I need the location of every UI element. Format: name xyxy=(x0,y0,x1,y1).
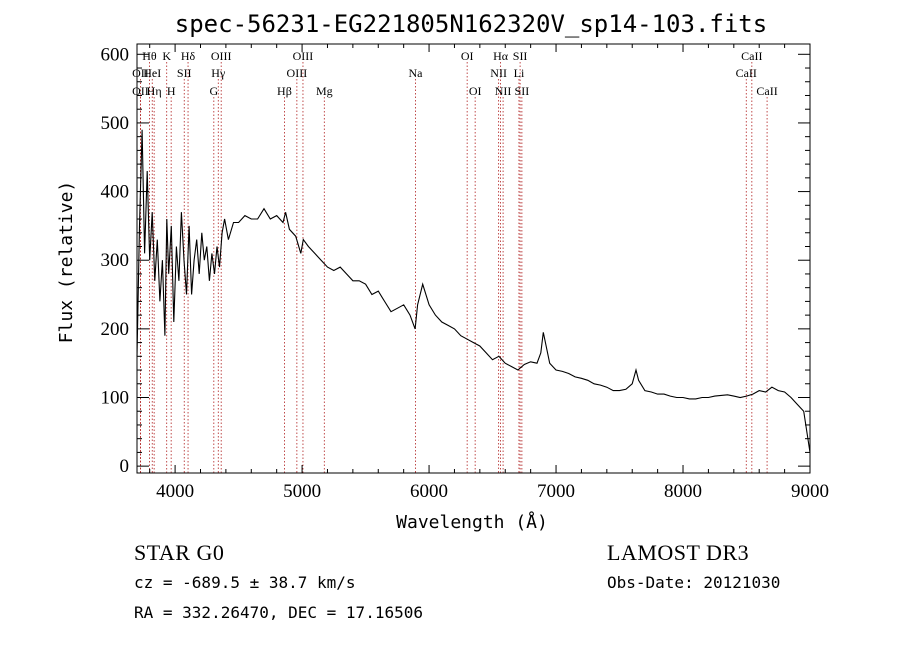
y-tick-label: 0 xyxy=(120,456,130,477)
spectral-line-label: H xyxy=(167,84,176,98)
spectral-line-label: Li xyxy=(514,66,525,80)
spectral-line-label: OI xyxy=(461,49,474,63)
x-tick-label: 4000 xyxy=(156,481,194,502)
obs-date-label: Obs-Date: 20121030 xyxy=(607,573,781,592)
y-tick-label: 600 xyxy=(101,44,130,65)
x-tick-label: 8000 xyxy=(664,481,702,502)
spectral-line-label: K xyxy=(162,49,171,63)
survey-label: LAMOST DR3 xyxy=(607,540,750,565)
spectral-line-label: HeI xyxy=(143,66,161,80)
y-tick-label: 500 xyxy=(101,113,130,134)
x-tick-label: 9000 xyxy=(791,481,829,502)
y-axis-label: Flux (relative) xyxy=(56,181,77,344)
coordinates-label: RA = 332.26470, DEC = 17.16506 xyxy=(134,603,423,622)
spectral-line-label: Mg xyxy=(316,84,333,98)
spectral-line-label: NII xyxy=(490,66,507,80)
spectral-line-label: Hα xyxy=(493,49,509,63)
x-axis-label: Wavelength (Å) xyxy=(396,511,548,533)
spectral-line-label: CaII xyxy=(736,66,757,80)
spectral-line-label: Na xyxy=(408,66,423,80)
y-tick-label: 400 xyxy=(101,182,130,203)
spectral-line-label: Hδ xyxy=(181,49,196,63)
spectral-line-label: OIII xyxy=(293,49,314,63)
spectral-lines xyxy=(140,62,768,473)
spectral-line-label: SII xyxy=(177,66,192,80)
spectral-line-label: OII xyxy=(132,66,149,80)
spectral-line-label: G xyxy=(209,84,218,98)
spectral-line-label: OIII xyxy=(287,66,308,80)
spectral-line-label: Hθ xyxy=(142,49,157,63)
spectral-line-label: Hγ xyxy=(211,66,226,80)
spectral-line-label: Hβ xyxy=(277,84,292,98)
spectral-line-label: OII xyxy=(132,84,149,98)
spectral-line-label: CaII xyxy=(741,49,762,63)
spectral-line-label: OIII xyxy=(211,49,232,63)
axis-ticks: 4000 5000 6000 7000 8000 9000 0 100 200 300 400 500… xyxy=(101,44,829,502)
spectral-line-label: SII xyxy=(513,49,528,63)
spectral-line-label: OI xyxy=(469,84,482,98)
plot-frame xyxy=(136,43,811,474)
spectral-line-label: SII xyxy=(515,84,530,98)
flux-series-line xyxy=(136,129,811,453)
y-tick-label: 200 xyxy=(101,319,130,340)
spectral-line-label: NII xyxy=(495,84,512,98)
classification-label: STAR G0 xyxy=(134,540,225,565)
spectral-line-label: Hη xyxy=(147,84,162,98)
chart-title: spec-56231-EG221805N162320V_sp14-103.fit… xyxy=(175,10,767,38)
y-tick-label: 100 xyxy=(101,387,130,408)
x-tick-label: 6000 xyxy=(410,481,448,502)
x-tick-label: 7000 xyxy=(537,481,575,502)
spectral-line-label: CaII xyxy=(756,84,777,98)
y-tick-label: 300 xyxy=(101,250,130,271)
redshift-label: cz = -689.5 ± 38.7 km/s xyxy=(134,573,356,592)
x-tick-label: 5000 xyxy=(283,481,321,502)
